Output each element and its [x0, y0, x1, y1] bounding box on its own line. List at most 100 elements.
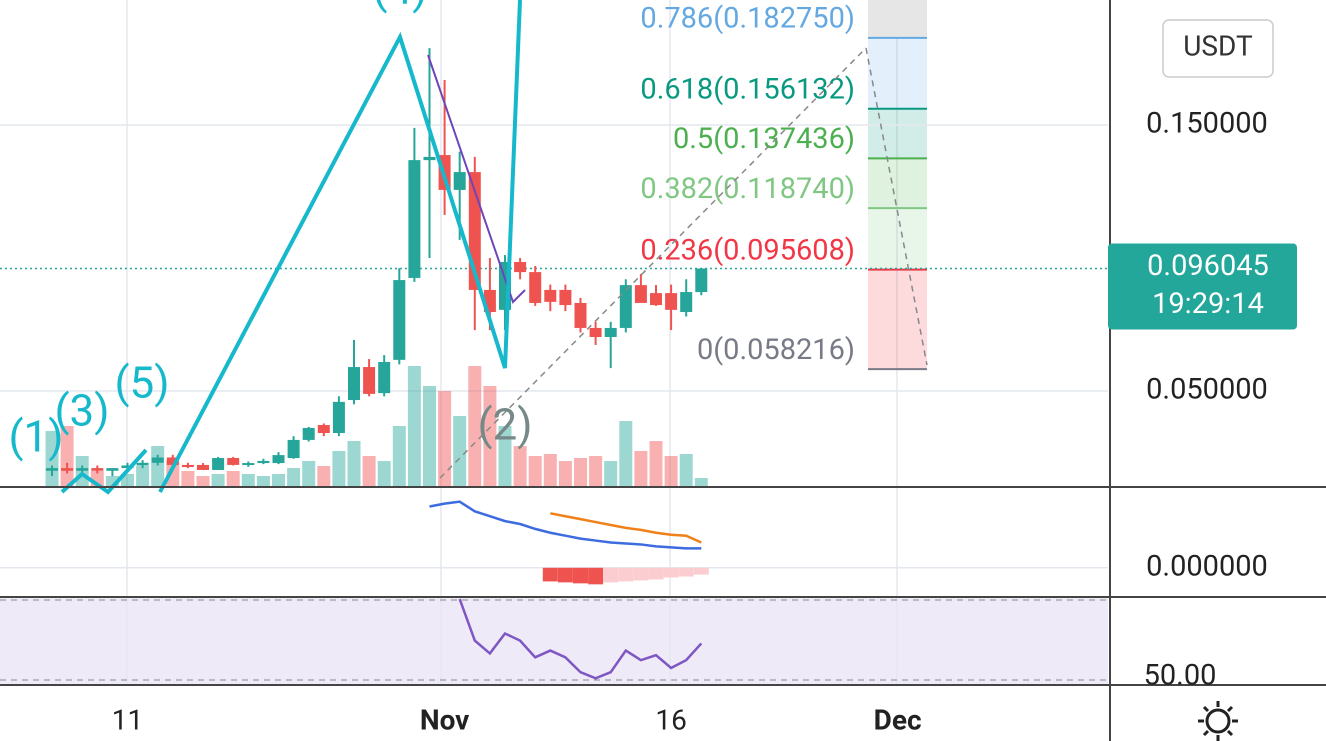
candle-body — [348, 367, 360, 401]
candle-body — [136, 462, 149, 466]
volume-bar — [453, 416, 467, 486]
wave-line — [60, 448, 148, 495]
fib-label: 0.236(0.095608) — [640, 233, 855, 267]
wave-label: (1) — [8, 411, 63, 463]
candle-body — [544, 289, 557, 302]
volume-bar — [272, 474, 285, 486]
candle-body — [257, 460, 270, 464]
volume-bar — [287, 468, 301, 486]
candle-body — [634, 285, 647, 303]
volume-bar — [105, 476, 119, 486]
volume-bar — [166, 461, 180, 486]
volume-bar — [377, 461, 391, 486]
candle-body — [423, 156, 436, 161]
candles — [46, 48, 708, 477]
macd-histogram — [678, 567, 694, 577]
volume-bar — [181, 471, 195, 486]
fib-band — [868, 37, 927, 109]
wave-label: (4) — [372, 0, 427, 15]
currency: USDT — [1183, 29, 1253, 62]
candle-body — [121, 465, 134, 469]
volume-bar — [151, 446, 165, 486]
volume-bar — [558, 461, 572, 486]
volume-bar — [619, 421, 633, 486]
wave-label: (2) — [477, 399, 532, 451]
volume-bar — [679, 454, 693, 486]
rsi-line — [458, 598, 703, 680]
macd-histogram — [618, 567, 634, 582]
vertical-grid — [126, 0, 898, 685]
wave-label: (5) — [114, 357, 169, 409]
y-tick-label: 50.00 — [1144, 658, 1217, 692]
macd-histogram — [557, 567, 573, 583]
fib-band — [868, 208, 927, 270]
volume-bar — [498, 426, 512, 486]
candle-body — [317, 425, 330, 434]
volume-bar — [543, 454, 557, 486]
candle-body — [61, 468, 74, 471]
volume-bar — [483, 386, 497, 486]
trend-line — [427, 54, 526, 304]
x-tick-label: Nov — [420, 703, 470, 736]
fib-label: 0.382(0.118740) — [640, 172, 855, 206]
volume-bar — [634, 451, 648, 486]
volume-bar — [241, 474, 255, 486]
volume-bar — [423, 386, 436, 486]
candle-body — [378, 361, 391, 394]
candle-body — [242, 463, 255, 466]
candle-body — [589, 327, 602, 337]
candle-body — [197, 464, 209, 470]
fib-label: 0.5(0.137436) — [673, 122, 855, 156]
last-price-box — [1108, 243, 1297, 330]
candle-body — [181, 464, 194, 468]
macd-line — [429, 500, 702, 550]
candle-body — [212, 458, 225, 470]
indicators — [429, 500, 709, 680]
candle-body — [408, 160, 421, 278]
candle-body — [106, 468, 119, 471]
wave-line — [158, 0, 522, 493]
candle-body — [514, 261, 527, 273]
grid — [0, 124, 1108, 569]
macd-histogram — [693, 567, 709, 575]
candle-body — [665, 293, 678, 310]
volume-bar — [211, 474, 225, 486]
fib-label: 0(0.058216) — [697, 333, 855, 367]
settings-icon[interactable] — [1198, 701, 1238, 741]
volume-bar — [528, 456, 542, 486]
fib-band — [868, 158, 927, 209]
macd-histogram — [588, 567, 604, 585]
y-tick-label: 0.000000 — [1146, 549, 1268, 583]
volume-bar — [407, 366, 421, 486]
candle-body — [332, 401, 345, 434]
y-tick-label: 0.050000 — [1146, 373, 1268, 407]
candle-body — [574, 302, 587, 328]
fib-band — [868, 108, 927, 159]
candle-body — [393, 280, 406, 360]
candle-body — [166, 457, 179, 465]
candle-body — [46, 468, 58, 471]
signal-line — [550, 512, 702, 544]
candle-body — [287, 439, 300, 459]
fib-trend — [865, 47, 928, 366]
candle-body — [272, 455, 285, 464]
macd-histogram — [663, 567, 679, 578]
volume-bar — [574, 458, 587, 486]
fib-band — [868, 269, 927, 370]
fib-label: 0.618(0.156132) — [640, 72, 855, 106]
candle-body — [650, 293, 662, 306]
currency-button[interactable] — [1162, 19, 1274, 78]
volume-bar — [649, 441, 663, 486]
volume-bar — [45, 431, 59, 486]
candle-body — [453, 172, 466, 190]
candle-body — [151, 457, 164, 463]
x-tick-label: 16 — [655, 703, 686, 736]
macd-histogram — [648, 567, 664, 580]
macd-histogram — [573, 567, 588, 584]
volume-bar — [589, 456, 603, 486]
candle-body — [227, 458, 240, 465]
price-axis — [1108, 0, 1326, 741]
candle-body — [529, 272, 542, 303]
volume-bar — [513, 446, 527, 486]
